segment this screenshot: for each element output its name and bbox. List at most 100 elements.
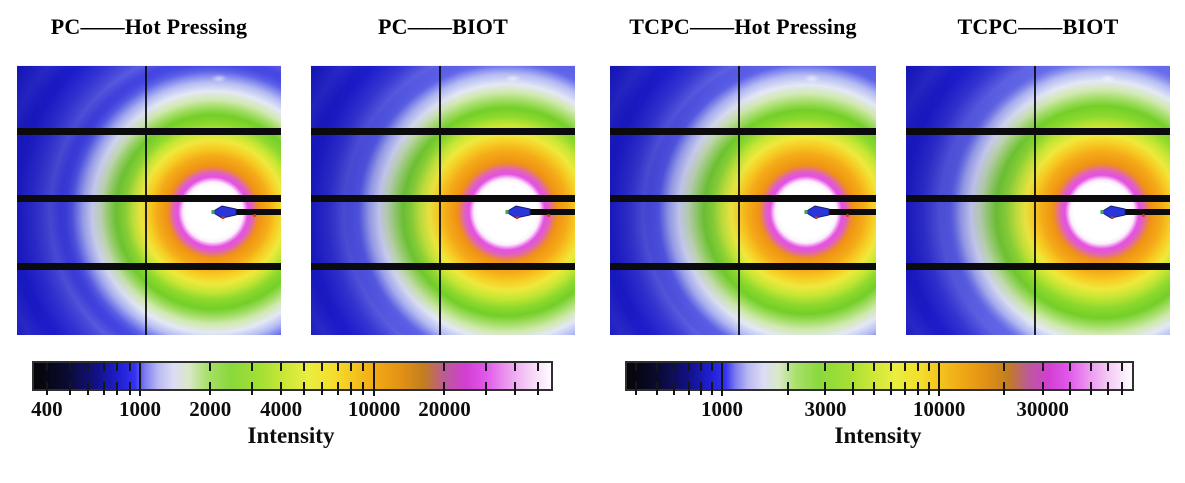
detector-gap-stripe xyxy=(311,195,575,202)
colorbar-tick xyxy=(890,363,893,371)
beamstop-arm xyxy=(523,209,575,215)
colorbar-tick xyxy=(68,363,71,371)
diffraction-panel-tcpc-biot xyxy=(906,65,1170,335)
colorbar-tick xyxy=(1041,382,1044,395)
colorbar-tick xyxy=(1003,363,1006,371)
colorbar-tick xyxy=(700,363,703,371)
colorbar-tick xyxy=(711,382,714,395)
colorbar-tick xyxy=(872,382,875,395)
colorbar-tick xyxy=(128,382,131,395)
detector-gap-stripe xyxy=(906,128,1170,135)
colorbar-tick xyxy=(824,363,827,371)
parasitic-scatter-spot xyxy=(208,73,230,84)
colorbar-tick xyxy=(484,382,487,395)
colorbar-tick-label: 20000 xyxy=(418,397,471,421)
colorbar-tick xyxy=(87,382,90,395)
colorbar-tick xyxy=(1089,382,1092,395)
diffraction-panel-pc-hot-pressing xyxy=(17,65,281,335)
colorbar-tick xyxy=(916,382,919,395)
colorbar-tick xyxy=(1068,363,1071,371)
colorbar-tick xyxy=(362,363,365,371)
intensity-axis-label-left: Intensity xyxy=(247,423,335,448)
colorbar-tick xyxy=(45,382,48,395)
hot-pixel-dot xyxy=(253,214,256,217)
detector-gap-stripe xyxy=(610,195,876,202)
colorbar-tick xyxy=(687,382,690,395)
colorbar-tick xyxy=(1089,363,1092,371)
colorbar-tick xyxy=(927,363,930,371)
colorbar-tick xyxy=(336,363,339,371)
hot-pixel-dot xyxy=(547,214,550,217)
colorbar-tick xyxy=(87,363,90,371)
detector-gap-stripe xyxy=(906,195,1170,202)
colorbar-tick xyxy=(700,382,703,395)
detector-gap-stripe xyxy=(311,128,575,135)
colorbar-tick xyxy=(320,363,323,371)
colorbar-tick xyxy=(536,382,539,395)
colorbar-tick xyxy=(655,363,658,371)
beamstop-arrow-icon xyxy=(804,205,830,219)
panel-title-tcpc-biot: TCPC——BIOT xyxy=(957,14,1119,39)
colorbar-tick xyxy=(1121,363,1124,371)
colorbar-tick xyxy=(513,363,516,371)
colorbar-tick xyxy=(209,363,212,371)
parasitic-scatter-spot xyxy=(1097,73,1119,84)
panel-title-pc-hot-pressing: PC——Hot Pressing xyxy=(50,14,248,39)
colorbar-tick xyxy=(634,363,637,371)
colorbar-tick xyxy=(280,382,283,395)
colorbar-tick xyxy=(634,382,637,395)
colorbar-tick-label: 1000 xyxy=(700,397,743,421)
beamstop-arm xyxy=(822,209,876,215)
colorbar-tick xyxy=(68,382,71,395)
intensity-axis-label-right: Intensity xyxy=(834,423,922,448)
colorbar-tick-label: 30000 xyxy=(1016,397,1069,421)
colorbar-tick xyxy=(302,363,305,371)
colorbar-tick xyxy=(45,363,48,371)
colorbar-tick xyxy=(687,363,690,371)
colorbar-tick xyxy=(890,382,893,395)
detector-gap-stripe xyxy=(17,128,281,135)
parasitic-scatter-spot xyxy=(502,73,524,84)
diffraction-panel-pc-biot xyxy=(311,65,575,335)
colorbar-tick xyxy=(786,382,789,395)
colorbar-tick xyxy=(851,382,854,395)
colorbar-tick xyxy=(711,363,714,371)
intensity-colorbar-left: 400 1000 2000 4000 10000 20000 xyxy=(31,361,553,421)
beamstop-arrow-icon xyxy=(1100,205,1126,219)
detector-gap-stripe xyxy=(610,128,876,135)
beamstop-arrow-icon xyxy=(211,205,237,219)
colorbar-tick xyxy=(872,363,875,371)
colorbar-tick xyxy=(336,382,339,395)
diffraction-panel-tcpc-hot-pressing xyxy=(610,65,876,335)
beamstop-arrow-icon xyxy=(505,205,531,219)
beamstop-arm xyxy=(229,209,281,215)
panel-title-tcpc-hot-pressing: TCPC——Hot Pressing xyxy=(629,14,857,39)
detector-gap-stripe xyxy=(610,263,876,270)
colorbar-tick xyxy=(116,382,119,395)
colorbar-tick xyxy=(824,382,827,395)
hot-pixel-dot xyxy=(1142,214,1145,217)
panel-title-pc-biot: PC——BIOT xyxy=(378,14,508,39)
colorbar-tick xyxy=(362,382,365,395)
colorbar-tick xyxy=(128,363,131,371)
colorbar-tick xyxy=(250,382,253,395)
detector-gap-stripe xyxy=(17,263,281,270)
intensity-colorbar-right: 1000 3000 10000 30000 xyxy=(625,361,1134,421)
colorbar-tick xyxy=(513,382,516,395)
colorbar-tick xyxy=(851,363,854,371)
colorbar-tick xyxy=(484,363,487,371)
colorbar-tick xyxy=(720,363,723,396)
colorbar-tick xyxy=(786,363,789,371)
colorbar-tick xyxy=(927,382,930,395)
colorbar-tick xyxy=(250,363,253,371)
colorbar-tick xyxy=(938,363,941,396)
colorbar-tick xyxy=(1106,382,1109,395)
colorbar-tick xyxy=(116,363,119,371)
colorbar-tick-label: 10000 xyxy=(347,397,401,421)
colorbar-tick xyxy=(1041,363,1044,371)
beamstop-arm xyxy=(1118,209,1170,215)
colorbar-tick xyxy=(655,382,658,395)
colorbar-tick xyxy=(904,363,907,371)
colorbar-tick xyxy=(102,382,105,395)
colorbar-tick xyxy=(320,382,323,395)
